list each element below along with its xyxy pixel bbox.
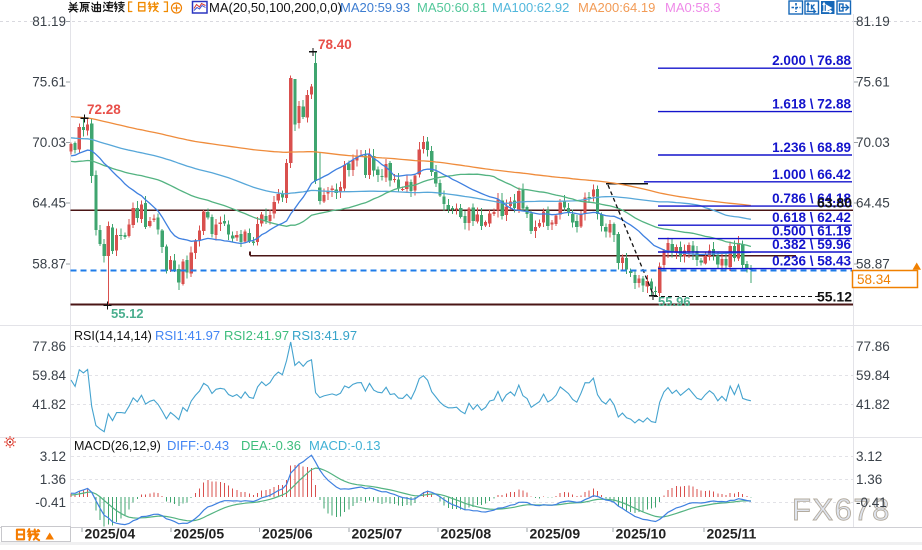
svg-text:RSI(14,14,14): RSI(14,14,14) <box>74 329 152 343</box>
svg-text:77.86: 77.86 <box>32 339 66 354</box>
svg-text:55.96: 55.96 <box>658 294 691 309</box>
svg-text:3.12: 3.12 <box>40 449 66 464</box>
svg-text:2.000 \ 76.88: 2.000 \ 76.88 <box>772 53 851 68</box>
svg-text:3.12: 3.12 <box>856 449 882 464</box>
svg-text:2025/04: 2025/04 <box>85 526 136 542</box>
svg-text:0.382 \ 59.96: 0.382 \ 59.96 <box>772 237 851 252</box>
svg-text:58.87: 58.87 <box>32 256 66 271</box>
svg-text:MA50:60.81: MA50:60.81 <box>417 0 487 15</box>
svg-text:70.03: 70.03 <box>856 135 890 150</box>
svg-text:MA(20,50,100,200,0,0): MA(20,50,100,200,0,0) <box>209 0 342 15</box>
svg-text:81.19: 81.19 <box>856 14 890 29</box>
svg-text:59.84: 59.84 <box>856 368 890 383</box>
svg-text:1.36: 1.36 <box>856 472 882 487</box>
svg-text:2025/08: 2025/08 <box>441 526 492 542</box>
svg-text:MA20:59.93: MA20:59.93 <box>340 0 410 15</box>
svg-text:MA100:62.92: MA100:62.92 <box>492 0 569 15</box>
svg-text:58.34: 58.34 <box>857 272 891 287</box>
svg-text:75.61: 75.61 <box>32 75 66 90</box>
svg-text:RSI1:41.97: RSI1:41.97 <box>155 328 220 343</box>
svg-text:1.000 \ 66.42: 1.000 \ 66.42 <box>772 167 851 182</box>
svg-text:58.87: 58.87 <box>856 256 890 271</box>
svg-text:-0.41: -0.41 <box>35 495 66 510</box>
svg-text:DIFF:-0.43: DIFF:-0.43 <box>167 438 229 453</box>
svg-text:0.236 \ 58.43: 0.236 \ 58.43 <box>772 254 851 269</box>
svg-text:RSI2:41.97: RSI2:41.97 <box>224 328 289 343</box>
svg-text:0.786 \ 64.18: 0.786 \ 64.18 <box>772 191 851 206</box>
svg-text:-0.41: -0.41 <box>856 495 887 510</box>
svg-text:78.40: 78.40 <box>318 37 352 52</box>
svg-text:2025/10: 2025/10 <box>616 526 667 542</box>
svg-text:55.12: 55.12 <box>817 289 852 305</box>
svg-text:2025/11: 2025/11 <box>707 526 757 542</box>
svg-text:MACD:-0.13: MACD:-0.13 <box>309 438 381 453</box>
svg-text:0.618 \ 62.42: 0.618 \ 62.42 <box>772 210 851 225</box>
svg-text:77.86: 77.86 <box>856 339 890 354</box>
svg-text:2025/06: 2025/06 <box>262 526 313 542</box>
svg-text:MACD(26,12,9): MACD(26,12,9) <box>74 439 161 453</box>
svg-text:70.03: 70.03 <box>32 135 66 150</box>
svg-text:59.84: 59.84 <box>32 368 66 383</box>
svg-text:64.45: 64.45 <box>856 196 890 211</box>
svg-text:RSI3:41.97: RSI3:41.97 <box>292 328 357 343</box>
svg-text:MA200:64.19: MA200:64.19 <box>578 0 655 15</box>
svg-text:DEA:-0.36: DEA:-0.36 <box>241 438 301 453</box>
svg-text:55.12: 55.12 <box>111 306 144 321</box>
svg-text:75.61: 75.61 <box>856 75 890 90</box>
svg-text:72.28: 72.28 <box>87 102 121 117</box>
svg-text:1.36: 1.36 <box>40 472 66 487</box>
svg-text:81.19: 81.19 <box>32 14 66 29</box>
svg-text:1.236 \ 68.89: 1.236 \ 68.89 <box>772 140 851 155</box>
svg-text:FX678: FX678 <box>792 492 891 527</box>
svg-text:0.500 \ 61.19: 0.500 \ 61.19 <box>772 224 851 239</box>
svg-text:1.618 \ 72.88: 1.618 \ 72.88 <box>772 97 851 112</box>
svg-text:41.82: 41.82 <box>32 397 66 412</box>
svg-text:2025/07: 2025/07 <box>352 526 403 542</box>
svg-text:MA0:58.3: MA0:58.3 <box>665 0 721 15</box>
svg-text:64.45: 64.45 <box>32 196 66 211</box>
svg-text:2025/05: 2025/05 <box>174 526 225 542</box>
svg-text:41.82: 41.82 <box>856 397 890 412</box>
svg-text:63.80: 63.80 <box>817 194 852 210</box>
svg-text:2025/09: 2025/09 <box>530 526 581 542</box>
